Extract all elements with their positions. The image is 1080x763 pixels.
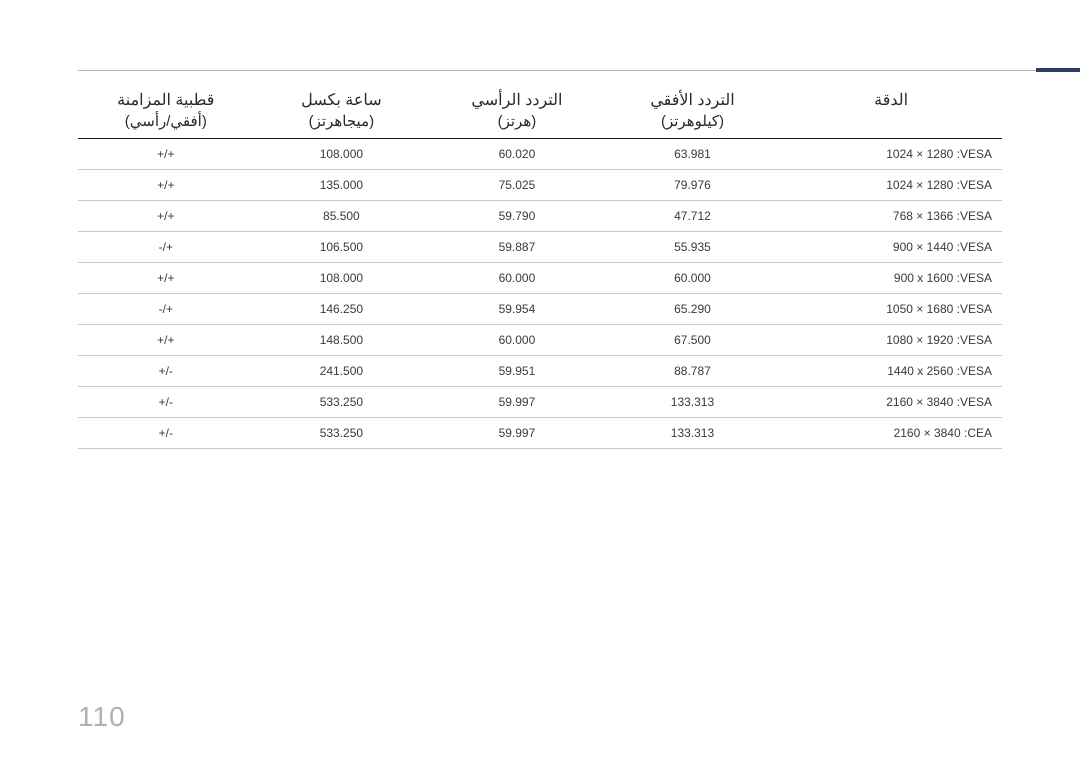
cell-hfreq: 133.313 bbox=[605, 418, 781, 449]
cell-pclk: 146.250 bbox=[254, 294, 430, 325]
header-rule bbox=[78, 70, 1040, 71]
page-number: 110 bbox=[78, 701, 126, 733]
cell-vfreq: 59.997 bbox=[429, 387, 605, 418]
cell-polarity: +/+ bbox=[78, 263, 254, 294]
cell-vfreq: 75.025 bbox=[429, 170, 605, 201]
cell-hfreq: 60.000 bbox=[605, 263, 781, 294]
table-row: 900 x 1600 :VESA60.00060.000108.000+/+ bbox=[78, 263, 1002, 294]
cell-pclk: 533.250 bbox=[254, 418, 430, 449]
col-header-pclk-sub: (ميجاهرتز) bbox=[260, 112, 424, 130]
table-row: 1440 x 2560 :VESA88.78759.951241.500-/+ bbox=[78, 356, 1002, 387]
table-row: 2160 × 3840 :CEA133.31359.997533.250-/+ bbox=[78, 418, 1002, 449]
cell-vfreq: 59.954 bbox=[429, 294, 605, 325]
cell-resolution: 2160 × 3840 :CEA bbox=[780, 418, 1002, 449]
col-header-polarity-sub: (أفقي/رأسي) bbox=[84, 112, 248, 130]
cell-pclk: 108.000 bbox=[254, 139, 430, 170]
table-row: 1024 × 1280 :VESA79.97675.025135.000+/+ bbox=[78, 170, 1002, 201]
col-header-vfreq-sub: (هرتز) bbox=[435, 112, 599, 130]
col-header-vfreq-main: التردد الرأسي bbox=[471, 92, 562, 109]
cell-vfreq: 59.951 bbox=[429, 356, 605, 387]
cell-vfreq: 60.000 bbox=[429, 325, 605, 356]
header-rule-accent bbox=[1036, 68, 1080, 72]
cell-polarity: +/- bbox=[78, 294, 254, 325]
table-row: 1024 × 1280 :VESA63.98160.020108.000+/+ bbox=[78, 139, 1002, 170]
cell-hfreq: 79.976 bbox=[605, 170, 781, 201]
table-header: الدقة التردد الأفقي (كيلوهرتز) التردد ال… bbox=[78, 86, 1002, 139]
cell-pclk: 135.000 bbox=[254, 170, 430, 201]
cell-vfreq: 59.790 bbox=[429, 201, 605, 232]
cell-polarity: -/+ bbox=[78, 418, 254, 449]
col-header-hfreq-main: التردد الأفقي bbox=[650, 92, 734, 109]
cell-hfreq: 65.290 bbox=[605, 294, 781, 325]
cell-resolution: 768 × 1366 :VESA bbox=[780, 201, 1002, 232]
cell-vfreq: 59.997 bbox=[429, 418, 605, 449]
cell-hfreq: 133.313 bbox=[605, 387, 781, 418]
cell-hfreq: 88.787 bbox=[605, 356, 781, 387]
cell-resolution: 1080 × 1920 :VESA bbox=[780, 325, 1002, 356]
col-header-polarity: قطبية المزامنة (أفقي/رأسي) bbox=[78, 86, 254, 139]
cell-polarity: +/+ bbox=[78, 325, 254, 356]
cell-pclk: 241.500 bbox=[254, 356, 430, 387]
cell-hfreq: 55.935 bbox=[605, 232, 781, 263]
cell-hfreq: 47.712 bbox=[605, 201, 781, 232]
cell-pclk: 148.500 bbox=[254, 325, 430, 356]
cell-vfreq: 60.020 bbox=[429, 139, 605, 170]
col-header-resolution: الدقة bbox=[780, 86, 1002, 139]
timing-table-wrap: الدقة التردد الأفقي (كيلوهرتز) التردد ال… bbox=[78, 86, 1002, 449]
cell-resolution: 1440 x 2560 :VESA bbox=[780, 356, 1002, 387]
table-row: 900 × 1440 :VESA55.93559.887106.500+/- bbox=[78, 232, 1002, 263]
cell-pclk: 533.250 bbox=[254, 387, 430, 418]
cell-polarity: +/+ bbox=[78, 139, 254, 170]
cell-pclk: 108.000 bbox=[254, 263, 430, 294]
col-header-hfreq-sub: (كيلوهرتز) bbox=[611, 112, 775, 130]
cell-resolution: 1024 × 1280 :VESA bbox=[780, 170, 1002, 201]
col-header-pclk: ساعة بكسل (ميجاهرتز) bbox=[254, 86, 430, 139]
cell-polarity: +/- bbox=[78, 232, 254, 263]
cell-polarity: -/+ bbox=[78, 387, 254, 418]
cell-pclk: 85.500 bbox=[254, 201, 430, 232]
table-row: 1080 × 1920 :VESA67.50060.000148.500+/+ bbox=[78, 325, 1002, 356]
col-header-vfreq: التردد الرأسي (هرتز) bbox=[429, 86, 605, 139]
timing-table: الدقة التردد الأفقي (كيلوهرتز) التردد ال… bbox=[78, 86, 1002, 449]
cell-polarity: +/+ bbox=[78, 201, 254, 232]
col-header-resolution-main: الدقة bbox=[874, 92, 908, 109]
col-header-hfreq: التردد الأفقي (كيلوهرتز) bbox=[605, 86, 781, 139]
cell-polarity: -/+ bbox=[78, 356, 254, 387]
cell-resolution: 1024 × 1280 :VESA bbox=[780, 139, 1002, 170]
cell-polarity: +/+ bbox=[78, 170, 254, 201]
cell-hfreq: 63.981 bbox=[605, 139, 781, 170]
cell-hfreq: 67.500 bbox=[605, 325, 781, 356]
cell-vfreq: 59.887 bbox=[429, 232, 605, 263]
cell-resolution: 1050 × 1680 :VESA bbox=[780, 294, 1002, 325]
cell-resolution: 900 x 1600 :VESA bbox=[780, 263, 1002, 294]
col-header-polarity-main: قطبية المزامنة bbox=[117, 92, 214, 109]
table-row: 2160 × 3840 :VESA133.31359.997533.250-/+ bbox=[78, 387, 1002, 418]
cell-resolution: 900 × 1440 :VESA bbox=[780, 232, 1002, 263]
col-header-pclk-main: ساعة بكسل bbox=[301, 92, 382, 109]
table-row: 1050 × 1680 :VESA65.29059.954146.250+/- bbox=[78, 294, 1002, 325]
table-row: 768 × 1366 :VESA47.71259.79085.500+/+ bbox=[78, 201, 1002, 232]
cell-pclk: 106.500 bbox=[254, 232, 430, 263]
cell-resolution: 2160 × 3840 :VESA bbox=[780, 387, 1002, 418]
table-body: 1024 × 1280 :VESA63.98160.020108.000+/+1… bbox=[78, 139, 1002, 449]
cell-vfreq: 60.000 bbox=[429, 263, 605, 294]
